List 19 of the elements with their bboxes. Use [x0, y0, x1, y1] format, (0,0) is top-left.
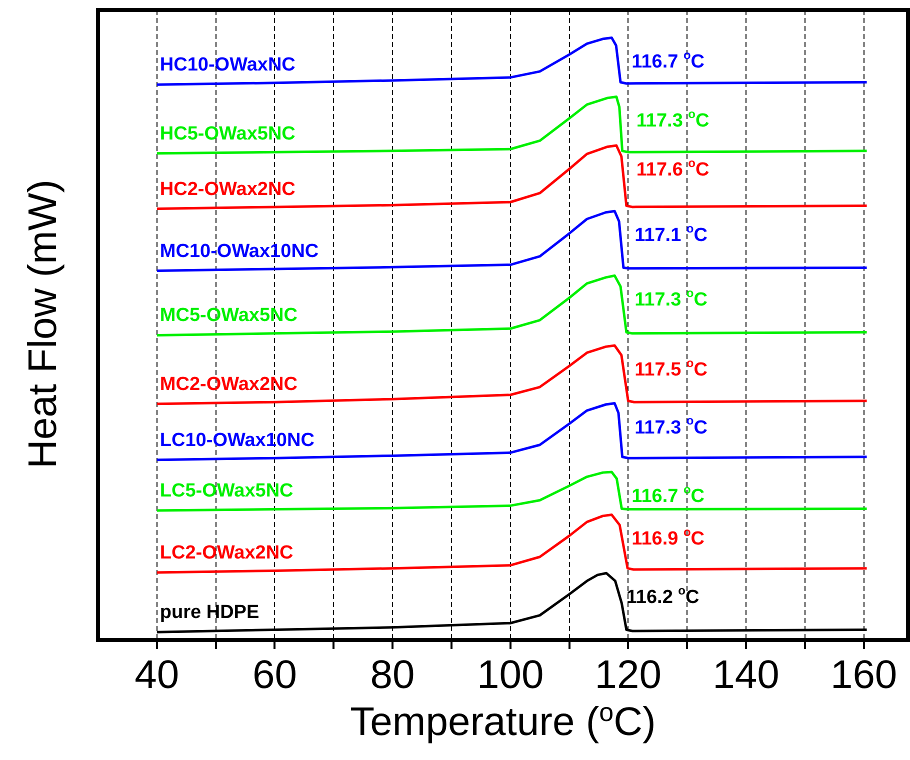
x-axis-title: Temperature ($^{o}$C) — [349, 697, 657, 744]
series-label: pure HDPE — [160, 602, 260, 624]
series-label: HC5-OWax5NC — [160, 123, 296, 144]
x-tick-label: 120 — [594, 653, 662, 698]
series-label: MC2-OWax2NC — [160, 374, 298, 395]
x-tick-label: 140 — [712, 653, 780, 698]
series-label: LC5-OWax5NC — [160, 480, 294, 502]
series-label: LC2-OWax2NC — [160, 542, 294, 564]
x-tick-label: 160 — [830, 653, 898, 698]
series-label: HC10-OWaxNC — [160, 54, 296, 76]
series-label: MC5-OWax5NC — [160, 305, 298, 326]
x-tick-label: 60 — [252, 653, 297, 698]
y-axis-title: Heat Flow (mW) — [20, 178, 66, 470]
x-tick-label: 80 — [370, 653, 415, 698]
x-tick-label: 100 — [476, 653, 544, 698]
series-label: LC10-OWax10NC — [160, 430, 315, 451]
series-label: HC2-OWax2NC — [160, 178, 296, 200]
series-label: MC10-OWax10NC — [160, 240, 319, 262]
x-tick-label: 40 — [134, 653, 180, 698]
